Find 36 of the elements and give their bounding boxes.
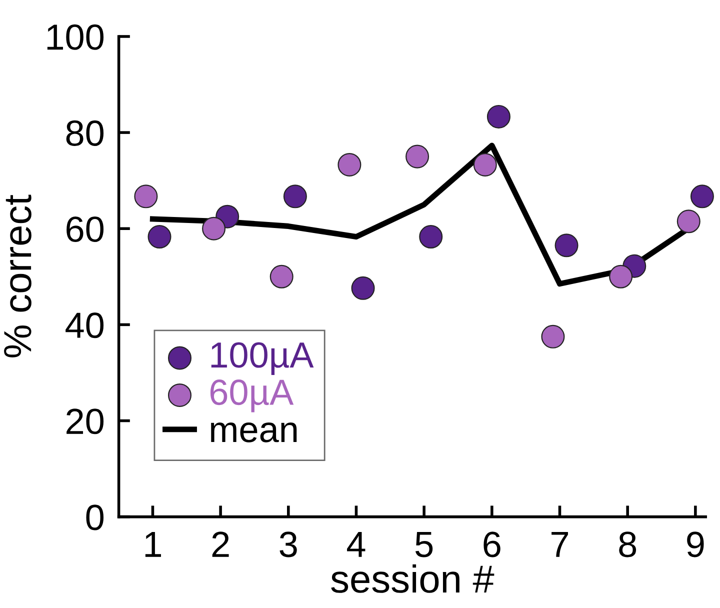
point xyxy=(270,264,294,288)
point xyxy=(541,324,565,348)
point xyxy=(283,184,307,208)
x-tick-label: 7 xyxy=(552,532,568,557)
legend-label: 60µA xyxy=(210,380,294,412)
x-tick-label: 9 xyxy=(687,532,704,558)
x-tick-label: 2 xyxy=(212,532,229,557)
x-tick-label: 5 xyxy=(415,532,433,558)
point xyxy=(473,152,497,176)
point xyxy=(351,276,375,300)
y-tick-label: 60 xyxy=(66,216,104,242)
y-axis-title: % correct xyxy=(4,194,32,358)
x-tick-label: 4 xyxy=(347,532,366,557)
y-tick-label: 80 xyxy=(66,120,104,146)
point xyxy=(406,144,430,168)
point xyxy=(338,152,362,176)
point xyxy=(148,225,172,249)
point xyxy=(202,216,226,240)
x-tick-label: 6 xyxy=(484,532,500,558)
point xyxy=(676,210,700,234)
legend-label: 100µA xyxy=(211,342,314,375)
point xyxy=(690,184,714,208)
point xyxy=(609,264,633,288)
y-tick-label: 20 xyxy=(66,408,104,434)
legend-label: mean xyxy=(211,422,297,442)
x-tick-label: 3 xyxy=(280,532,297,558)
x-axis-title: session # xyxy=(331,564,494,593)
point xyxy=(554,234,578,258)
point xyxy=(486,104,510,128)
x-tick-label: 1 xyxy=(145,532,161,557)
y-tick-label: 0 xyxy=(86,504,104,530)
point xyxy=(134,184,158,208)
y-tick-label: 100 xyxy=(47,24,104,50)
x-tick-label: 8 xyxy=(619,532,636,558)
y-tick-label: 40 xyxy=(66,312,104,338)
point xyxy=(419,225,443,249)
